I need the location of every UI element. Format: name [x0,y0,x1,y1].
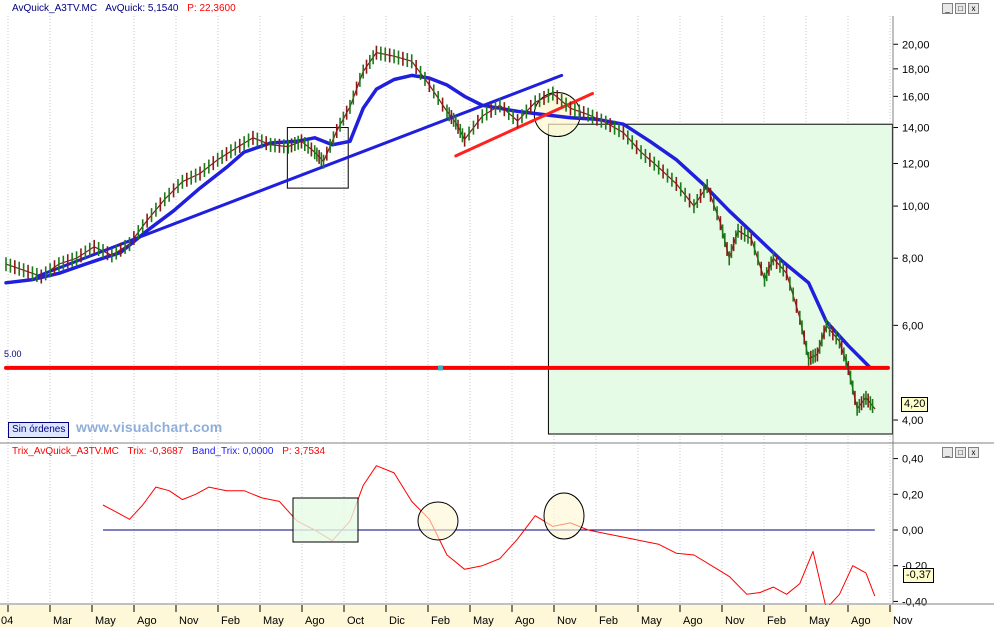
price-tick-label: 18,00 [902,64,930,76]
price-window-buttons: _ □ x [942,3,979,14]
trix-tick-label: -0,40 [902,596,927,608]
trix-highlight-circle [543,492,585,540]
time-tick-label: Feb [599,615,618,627]
time-tick-label: May [473,615,494,627]
time-axis-background [0,605,893,627]
price-header-symbol: AvQuick_A3TV.MC [12,3,98,14]
time-tick-label: Ago [137,615,157,627]
time-tick-label: Mar [53,615,72,627]
level-marker [438,365,443,371]
price-tick-label: 10,00 [902,201,930,213]
time-tick-label: Dic [389,615,405,627]
price-tick-label: 20,00 [902,39,930,51]
trix-last-value-tag: -0,37 [903,568,935,583]
time-tick-label: May [641,615,662,627]
price-series [4,45,890,416]
trix-maximize-button[interactable]: □ [955,447,966,458]
price-tick-label: 12,00 [902,159,930,171]
price-axis: 20,00 18,00 16,00 14,00 12,00 10,00 8,00 6,00 4,… [893,39,930,427]
time-tick-label: Ago [683,615,703,627]
price-header: AvQuick_A3TV.MC AvQuick: 5,1540 P: 22,36… [12,3,242,15]
time-tick-label: Ago [515,615,535,627]
shaded-zone-box [547,123,893,435]
price-tick-label: 16,00 [902,91,930,103]
time-tick-label: Ago [851,615,871,627]
time-tick-label: Nov [725,615,745,627]
trix-window-buttons: _ □ x [942,447,979,458]
trix-header-price: P: 3,7534 [282,446,325,457]
maximize-button[interactable]: □ [955,3,966,14]
time-tick-label: May [95,615,116,627]
price-header-price: P: 22,3600 [187,3,236,14]
trix-line [102,465,876,610]
trix-tick-label: 0,40 [902,454,923,466]
last-price-tag: 4,20 [901,397,929,412]
sin-ordenes-button[interactable]: Sin órdenes [8,422,70,438]
trix-zone-box [292,497,359,543]
trix-series [102,465,876,610]
trix-header: Trix_AvQuick_A3TV.MC Trix: -0,3687 Band_… [12,446,331,458]
price-tick-label: 14,00 [902,123,930,135]
trix-header-name: Trix_AvQuick_A3TV.MC [12,446,119,457]
time-tick-label: May [263,615,284,627]
trix-header-value: Trix: -0,3687 [127,446,184,457]
trix-tick-label: 0,00 [902,525,923,537]
price-tick-label: 6,00 [902,320,923,332]
trix-minimize-button[interactable]: _ [942,447,953,458]
price-tick-label: 4,00 [902,415,923,427]
time-tick-label: Feb [767,615,786,627]
trix-header-band: Band_Trix: 0,0000 [192,446,274,457]
time-tick-label: Oct [347,615,364,627]
minimize-button[interactable]: _ [942,3,953,14]
time-tick-label: Ago [305,615,325,627]
trix-tick-label: 0,20 [902,489,923,501]
time-tick-label: 04 [1,615,13,627]
annotation-boxes [286,92,893,435]
watermark: www.visualchart.com [76,419,223,435]
time-axis: 04 Mar May Ago Nov Feb May Ago Oct Dic Feb May Ago No… [0,605,913,627]
trix-close-button[interactable]: x [968,447,979,458]
time-tick-label: Feb [431,615,450,627]
price-tick-label: 8,00 [902,253,923,265]
trix-axis: 0,400,200,00-0,20-0,40 [893,454,927,608]
time-tick-label: Nov [893,615,913,627]
time-tick-label: May [809,615,830,627]
time-tick-label: Nov [179,615,199,627]
close-button[interactable]: x [968,3,979,14]
time-tick-label: Feb [221,615,240,627]
price-header-indicator: AvQuick: 5,1540 [105,3,179,14]
level-label: 5.00 [4,349,22,359]
trix-highlight-circle [417,501,459,541]
time-tick-label: Nov [557,615,577,627]
